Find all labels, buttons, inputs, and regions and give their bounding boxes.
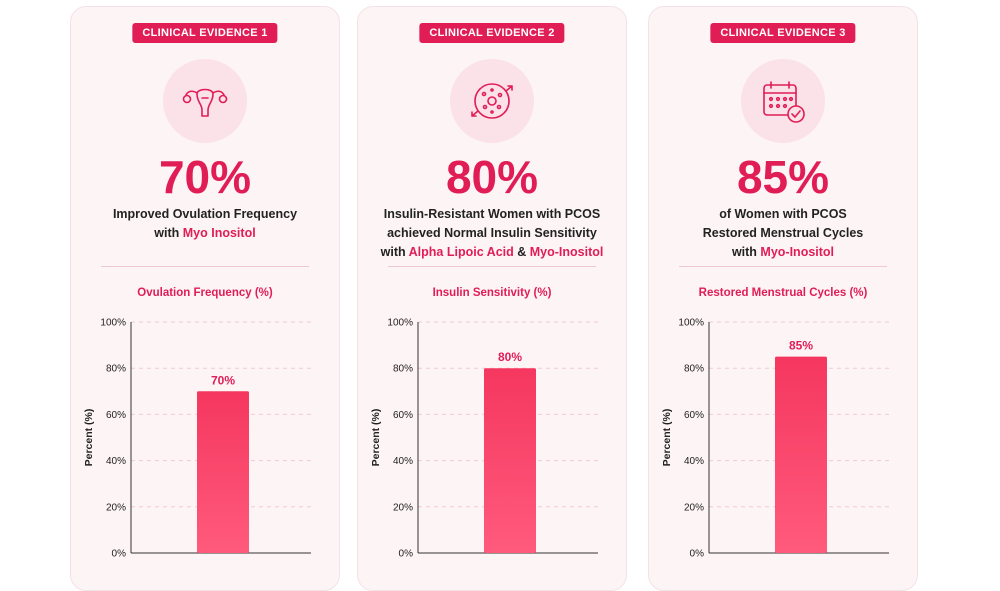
bar-data-label: 85%	[789, 339, 813, 353]
bar	[484, 368, 536, 553]
highlight-text: Myo-Inositol	[760, 245, 835, 259]
y-tick-label: 100%	[387, 318, 413, 329]
description-text: with	[154, 226, 183, 240]
chart-title: Restored Menstrual Cycles (%)	[698, 287, 868, 299]
bar	[775, 356, 827, 553]
description-text: with	[380, 245, 409, 259]
evidence-card-3: CLINICAL EVIDENCE 3 85% of Women with PC…	[648, 6, 918, 591]
bar-data-label: 70%	[211, 373, 235, 387]
divider	[101, 266, 309, 267]
y-tick-label: 100%	[678, 318, 704, 329]
description-text: achieved Normal Insulin Sensitivity	[387, 226, 597, 240]
chart-title: Ovulation Frequency (%)	[137, 287, 273, 299]
bar-chart-1: 0% 20% 40% 60% 80% 100% Percent (%) 70%	[83, 318, 311, 560]
y-tick-label: 80%	[684, 364, 704, 375]
y-tick-label: 80%	[106, 364, 126, 375]
y-tick-label: 80%	[393, 364, 413, 375]
y-tick-label: 20%	[684, 502, 704, 513]
y-tick-label: 60%	[684, 410, 704, 421]
y-tick-label: 0%	[690, 549, 705, 560]
highlight-text: Myo-Inositol	[529, 245, 604, 259]
cell-icon	[450, 59, 534, 143]
calendar-check-icon	[741, 59, 825, 143]
y-axis-label: Percent (%)	[83, 409, 95, 467]
bar-data-label: 80%	[498, 350, 522, 364]
y-axis-label: Percent (%)	[661, 409, 673, 467]
evidence-description: Improved Ovulation Frequency with Myo Ino…	[81, 205, 329, 243]
description-text: Improved Ovulation Frequency	[112, 207, 298, 221]
evidence-badge: CLINICAL EVIDENCE 3	[710, 23, 856, 43]
description-line: with Myo Inositol	[81, 224, 329, 243]
description-line: with Alpha Lipoic Acid & Myo-Inositol	[368, 243, 616, 262]
headline-percent: 70%	[158, 151, 252, 203]
evidence-card-2: CLINICAL EVIDENCE 2 80% Insulin-Resistan…	[357, 6, 627, 591]
bar-chart-3: 0% 20% 40% 60% 80% 100% Percent (%) 85%	[661, 318, 889, 560]
evidence-badge: CLINICAL EVIDENCE 2	[419, 23, 565, 43]
description-line: achieved Normal Insulin Sensitivity	[368, 224, 616, 243]
y-tick-label: 20%	[106, 502, 126, 513]
y-tick-label: 40%	[393, 456, 413, 467]
bar-chart-2: 0% 20% 40% 60% 80% 100% Percent (%) 80%	[370, 318, 598, 560]
uterus-icon	[163, 59, 247, 143]
y-tick-label: 20%	[393, 502, 413, 513]
divider	[679, 266, 887, 267]
y-tick-label: 100%	[100, 318, 126, 329]
evidence-badge: CLINICAL EVIDENCE 1	[132, 23, 278, 43]
highlight-text: Alpha Lipoic Acid	[408, 245, 514, 259]
headline-percent: 85%	[736, 151, 830, 203]
description-text: Restored Menstrual Cycles	[702, 226, 864, 240]
highlight-text: Myo Inositol	[182, 226, 256, 240]
description-line: Restored Menstrual Cycles	[659, 224, 907, 243]
description-line: with Myo-Inositol	[659, 243, 907, 262]
description-text: Insulin-Resistant Women with PCOS	[383, 207, 601, 221]
evidence-description: Insulin-Resistant Women with PCOS achieve…	[368, 205, 616, 262]
bar	[197, 391, 249, 553]
chart-title: Insulin Sensitivity (%)	[432, 287, 552, 299]
y-tick-label: 0%	[399, 549, 414, 560]
evidence-description: of Women with PCOS Restored Menstrual Cyc…	[659, 205, 907, 262]
description-line: Improved Ovulation Frequency	[81, 205, 329, 224]
description-line: of Women with PCOS	[659, 205, 907, 224]
description-text: of Women with PCOS	[719, 207, 847, 221]
description-line: Insulin-Resistant Women with PCOS	[368, 205, 616, 224]
y-axis-label: Percent (%)	[370, 409, 382, 467]
y-tick-label: 0%	[112, 549, 127, 560]
evidence-card-1: CLINICAL EVIDENCE 1 70% Improved Ovulati…	[70, 6, 340, 591]
headline-percent: 80%	[445, 151, 539, 203]
description-text: with	[731, 245, 761, 259]
y-tick-label: 40%	[106, 456, 126, 467]
y-tick-label: 60%	[393, 410, 413, 421]
divider	[388, 266, 596, 267]
description-text: &	[513, 245, 530, 259]
y-tick-label: 40%	[684, 456, 704, 467]
y-tick-label: 60%	[106, 410, 126, 421]
